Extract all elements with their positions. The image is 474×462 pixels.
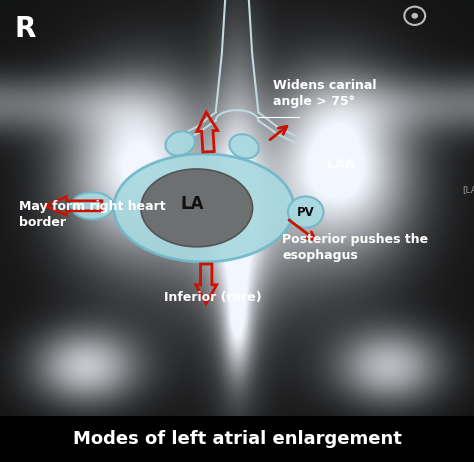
Text: May form right heart
border: May form right heart border	[19, 200, 165, 229]
Ellipse shape	[165, 131, 195, 156]
Circle shape	[411, 13, 418, 18]
Text: [LA: [LA	[462, 185, 474, 194]
Text: Modes of left atrial enlargement: Modes of left atrial enlargement	[73, 430, 401, 448]
Text: Widens carinal
angle > 75°: Widens carinal angle > 75°	[273, 79, 376, 108]
Ellipse shape	[288, 196, 323, 228]
Ellipse shape	[229, 134, 259, 158]
Text: LAA: LAA	[327, 158, 356, 171]
Ellipse shape	[114, 154, 294, 262]
Text: LA: LA	[180, 195, 204, 213]
Text: R: R	[14, 14, 36, 43]
Text: Posterior pushes the
esophagus: Posterior pushes the esophagus	[282, 233, 428, 262]
Text: Inferior (rare): Inferior (rare)	[164, 291, 261, 304]
Ellipse shape	[71, 192, 114, 219]
Ellipse shape	[141, 169, 253, 247]
Text: PV: PV	[297, 206, 315, 219]
